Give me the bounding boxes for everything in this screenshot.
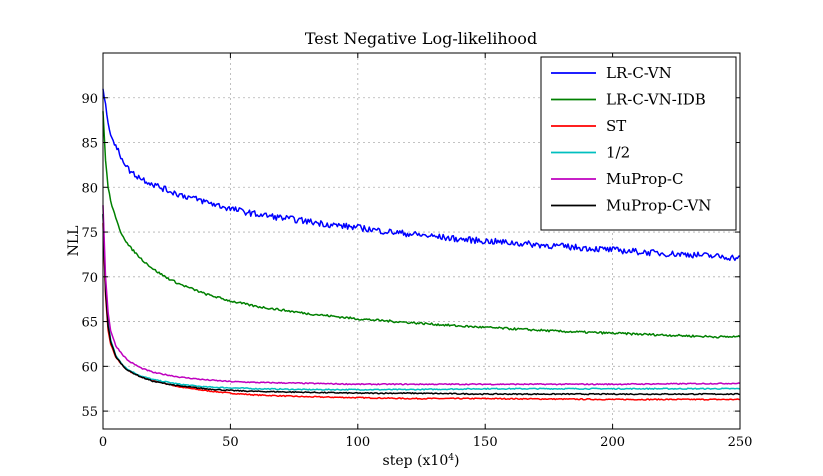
series-line-lr-c-vn [102,88,741,262]
x-tick-label: 150 [473,435,498,450]
y-tick-label: 65 [81,316,98,331]
x-tick-label: 250 [728,435,753,450]
y-tick-label: 70 [81,271,98,286]
x-tick-label: 50 [222,435,239,450]
series-line-1-2 [102,214,741,391]
y-tick-label: 60 [81,360,98,375]
y-tick-label: 55 [81,405,98,420]
x-tick-label: 200 [600,435,625,450]
legend-label: LR-C-VN-IDB [606,91,706,109]
y-tick-label: 75 [81,226,98,241]
y-tick-label: 80 [81,181,98,196]
x-tick-label: 0 [99,435,107,450]
y-axis-title: NLL [66,226,82,257]
series-line-muprop-c-vn [102,214,741,396]
y-tick-label: 85 [81,137,98,152]
legend-label: ST [606,117,626,135]
x-axis-title: step (x104) [383,453,460,469]
series-line-muprop-c [102,205,741,386]
x-axis-title-exponent: 4 [448,453,454,463]
legend-label: LR-C-VN [606,64,672,82]
series-line-st [102,223,741,401]
series-lines [102,88,741,401]
legend-box [540,56,737,231]
legend-label: 1/2 [606,144,630,162]
y-tick-label: 90 [81,92,98,107]
chart-title: Test Negative Log-likelihood [305,29,537,48]
legend-label: MuProp-C [606,170,683,188]
legend-label: MuProp-C-VN [606,197,711,215]
axis-ticks: 0 50 100 150 200 250 55 60 65 70 75 80 85 90 [81,53,752,450]
series-line-lr-c-vn-idb [102,111,741,339]
plot-frame [102,52,741,430]
x-tick-label: 100 [345,435,370,450]
legend: LR-C-VN LR-C-VN-IDB ST 1/2 MuProp-C MuProp-C-… [540,56,737,231]
